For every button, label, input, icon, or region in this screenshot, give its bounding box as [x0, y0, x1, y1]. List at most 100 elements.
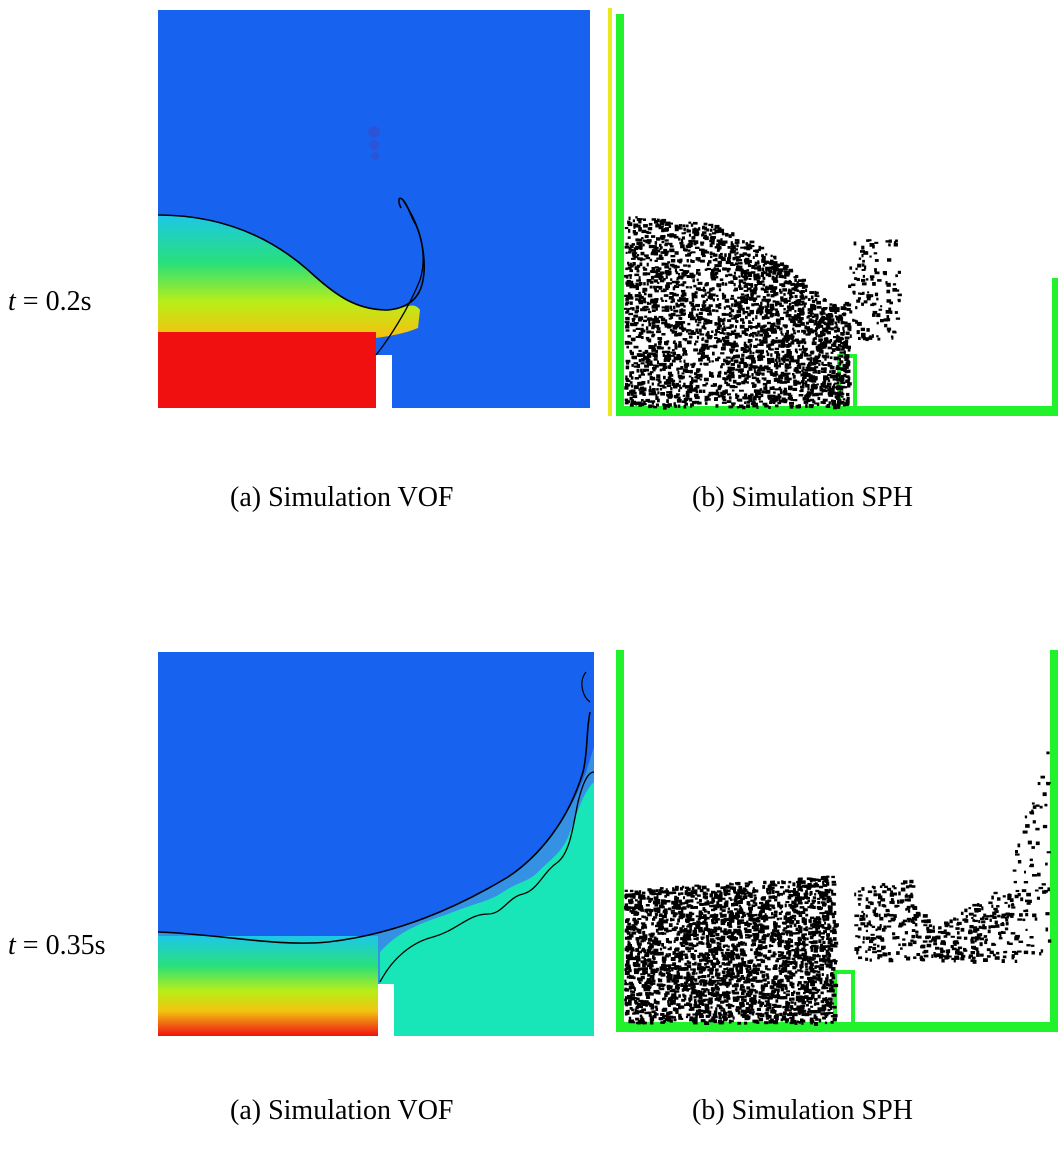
sph-particle	[633, 223, 638, 228]
sph-particle	[684, 982, 688, 986]
sph-particle	[687, 264, 691, 268]
sph-particle	[738, 334, 742, 338]
sph-particle	[639, 897, 643, 901]
sph-particle	[783, 311, 789, 314]
sph-particle	[858, 336, 861, 340]
sph-particle	[817, 370, 821, 374]
sph-particle	[769, 935, 774, 940]
sph-particle	[640, 308, 644, 312]
sph-particle	[645, 916, 649, 921]
sph-particle	[665, 262, 669, 266]
sph-particle	[697, 321, 702, 324]
sph-particle	[743, 363, 749, 367]
sph-particle	[739, 919, 745, 922]
sph-particle	[758, 339, 762, 342]
sph-particle	[773, 279, 778, 283]
sph-particle	[650, 971, 653, 975]
sph-particle	[843, 321, 848, 324]
sph-particle	[715, 883, 720, 888]
sph-particle	[715, 1007, 718, 1011]
sph-particle	[775, 355, 779, 359]
sph-particle	[663, 405, 667, 410]
sph-particle	[735, 966, 739, 970]
sph-particle	[792, 882, 796, 887]
sph-particle	[812, 900, 815, 904]
sph-particle	[787, 970, 792, 974]
sph-particle	[624, 307, 628, 310]
sph-particle	[825, 352, 829, 355]
sph-particle	[789, 983, 794, 987]
sph-particle	[688, 314, 692, 318]
sph-particle	[628, 893, 633, 898]
sph-particle	[767, 949, 772, 953]
sph-particle	[770, 360, 775, 363]
sph-particle	[755, 967, 760, 971]
sph-particle	[759, 927, 765, 932]
sph-particle	[797, 942, 802, 945]
sph-particle	[639, 1014, 643, 1018]
sph-particle	[741, 998, 745, 1001]
sph-particle	[701, 325, 705, 329]
sph-particle	[837, 336, 841, 340]
sph-particle	[824, 877, 829, 881]
sph-particle	[815, 347, 821, 351]
sph-particle	[731, 955, 735, 959]
sph-particle	[713, 345, 717, 349]
sph-particle	[650, 376, 656, 381]
sph-particle	[728, 886, 731, 889]
sph-particle	[651, 275, 655, 279]
sph-particle	[757, 944, 763, 948]
sph-particle	[735, 912, 740, 915]
sph-particle	[654, 220, 659, 224]
sph-particle	[861, 302, 864, 306]
sph-particle	[759, 341, 763, 346]
sph-particle	[632, 895, 636, 899]
sph-particle	[735, 342, 738, 345]
sph-particle	[825, 1000, 830, 1003]
sph-particle	[762, 915, 768, 918]
sph-particle	[728, 952, 732, 956]
vof-water-left	[158, 936, 378, 1036]
sph-particle	[685, 270, 690, 273]
sph-particle	[727, 375, 731, 380]
sph-particle	[676, 278, 679, 281]
sph-particle	[804, 995, 809, 999]
sph-particle	[662, 961, 666, 964]
sph-particle	[658, 285, 663, 290]
sph-particle	[651, 382, 654, 386]
sph-particle	[717, 316, 720, 320]
sph-particle	[626, 946, 632, 951]
sph-particle	[708, 983, 713, 986]
sph-particle	[724, 339, 730, 344]
sph-particle	[688, 386, 692, 391]
sph-particle	[675, 304, 680, 308]
sph-particle	[708, 260, 712, 264]
sph-particle	[736, 881, 741, 886]
sph-particle	[796, 945, 799, 949]
sph-particle	[784, 903, 787, 908]
sph-particle	[654, 271, 659, 274]
sph-particle	[625, 375, 628, 379]
sph-particle	[642, 963, 646, 968]
sph-particle	[794, 359, 798, 362]
sph-particle	[803, 992, 806, 995]
sph-particle	[760, 273, 764, 278]
sph-particle	[765, 350, 769, 353]
sph-particle	[734, 908, 738, 911]
sph-particle	[742, 281, 747, 285]
sph-particle	[736, 309, 742, 314]
sph-particle	[835, 324, 838, 328]
sph-particle	[807, 899, 810, 903]
sph-particle	[661, 306, 665, 309]
sph-particle	[719, 906, 723, 911]
sph-particle	[778, 362, 784, 365]
sph-particle	[679, 309, 683, 313]
sph-particle	[756, 369, 761, 372]
sph-particle	[754, 303, 759, 306]
sph-particle	[799, 965, 803, 970]
sph-particle	[634, 377, 639, 380]
sph-particle	[719, 331, 723, 335]
sph-particle	[798, 896, 803, 901]
sph-particle	[880, 319, 884, 323]
sph-particle	[678, 341, 682, 345]
